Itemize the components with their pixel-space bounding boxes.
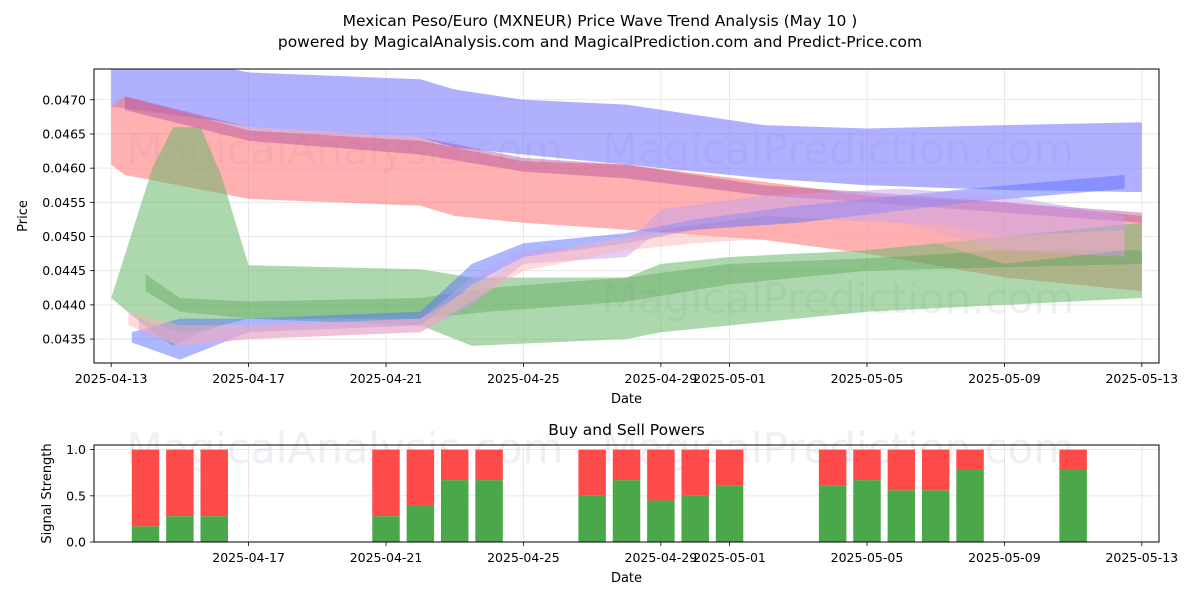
top-x-tick-label: 2025-04-29 [625, 371, 698, 386]
wave-bands [111, 69, 1142, 360]
top-x-tick-label: 2025-04-17 [212, 371, 285, 386]
wave-band-0 [111, 69, 1142, 193]
bottom-x-tick-label: 2025-04-21 [350, 550, 423, 565]
sell-bar [956, 449, 984, 470]
bottom-x-tick-label: 2025-05-01 [693, 550, 766, 565]
chart-title-line2: powered by MagicalAnalysis.com and Magic… [278, 33, 922, 51]
buy-bar [131, 526, 160, 542]
top-x-tick-label: 2025-04-21 [350, 371, 423, 386]
sell-bar [372, 449, 400, 517]
bottom-plot-frame [93, 444, 1160, 543]
buy-bar [612, 480, 641, 542]
top-y-tick-label: 0.0455 [42, 195, 86, 210]
bottom-y-axis-title: Signal Strength [40, 443, 55, 543]
sell-bar [887, 449, 916, 491]
wave-band-5 [131, 175, 1125, 360]
top-y-axis-title: Price [16, 200, 31, 232]
sell-bar [921, 449, 950, 491]
buy-bar [1059, 469, 1087, 542]
buy-bar [887, 490, 916, 542]
power-bars [131, 449, 1087, 542]
sell-bar [475, 449, 503, 481]
bottom-x-tick-label: 2025-05-09 [968, 550, 1041, 565]
sell-bar [681, 449, 709, 496]
buy-bar [647, 500, 675, 542]
wave-band-3 [111, 127, 1142, 346]
top-x-tick-label: 2025-04-13 [75, 371, 148, 386]
buy-bar [406, 505, 435, 542]
wave-band-6 [138, 188, 1125, 346]
buy-bar [921, 490, 950, 542]
bottom-x-tick-label: 2025-04-29 [625, 550, 698, 565]
buy-bar [200, 516, 228, 542]
sell-bar [200, 449, 228, 517]
buy-bar [440, 480, 469, 542]
wave-band-1 [111, 96, 1142, 292]
buy-bar [681, 495, 709, 542]
top-x-tick-label: 2025-05-13 [1105, 371, 1178, 386]
top-y-tick-label: 0.0460 [42, 161, 86, 176]
top-x-tick-label: 2025-05-09 [968, 371, 1041, 386]
buy-bar [166, 516, 194, 542]
sell-bar [440, 449, 469, 481]
top-x-tick-label: 2025-04-25 [487, 371, 560, 386]
price-wave-chart: MagicalAnalysis.comMagicalPrediction.com… [16, 68, 1178, 407]
buy-bar [715, 485, 744, 542]
chart-title-line1: Mexican Peso/Euro (MXNEUR) Price Wave Tr… [343, 12, 858, 30]
top-y-tick-label: 0.0435 [42, 332, 86, 347]
bottom-chart-title: Buy and Sell Powers [548, 421, 705, 439]
sell-bar [578, 449, 606, 496]
bottom-x-tick-label: 2025-04-17 [212, 550, 285, 565]
sell-bar [131, 449, 160, 527]
bottom-x-axis-title: Date [611, 571, 642, 586]
buy-bar [475, 480, 503, 542]
buy-bar [372, 516, 400, 542]
top-y-tick-label: 0.0450 [42, 229, 86, 244]
top-y-tick-label: 0.0465 [42, 126, 86, 141]
sell-bar [715, 449, 744, 486]
buy-bar [853, 480, 881, 542]
sell-bar [1059, 449, 1087, 470]
bottom-x-tick-label: 2025-05-13 [1105, 550, 1178, 565]
bottom-y-tick-label: 0.0 [66, 535, 86, 550]
top-y-tick-label: 0.0445 [42, 263, 86, 278]
buy-sell-power-chart: MagicalAnalysis.com MagicalPrediction.com… [40, 421, 1178, 586]
top-x-tick-label: 2025-05-05 [831, 371, 904, 386]
bottom-y-tick-label: 1.0 [66, 442, 86, 457]
sell-bar [406, 449, 435, 506]
top-y-tick-label: 0.0440 [42, 297, 86, 312]
sell-bar [818, 449, 847, 486]
top-x-axis-title: Date [611, 392, 642, 407]
top-x-tick-label: 2025-05-01 [693, 371, 766, 386]
bottom-y-tick-label: 0.5 [66, 488, 86, 503]
buy-bar [818, 485, 847, 542]
buy-bar [956, 469, 984, 542]
sell-bar [647, 449, 675, 501]
buy-bar [578, 495, 606, 542]
wave-band-4 [145, 250, 1142, 319]
sell-bar [166, 449, 194, 517]
sell-bar [853, 449, 881, 481]
top-plot-frame [93, 68, 1160, 364]
sell-bar [612, 449, 641, 481]
bottom-x-tick-label: 2025-05-05 [831, 550, 904, 565]
bottom-x-tick-label: 2025-04-25 [487, 550, 560, 565]
top-y-tick-label: 0.0470 [42, 92, 86, 107]
wave-band-7 [128, 222, 1125, 346]
